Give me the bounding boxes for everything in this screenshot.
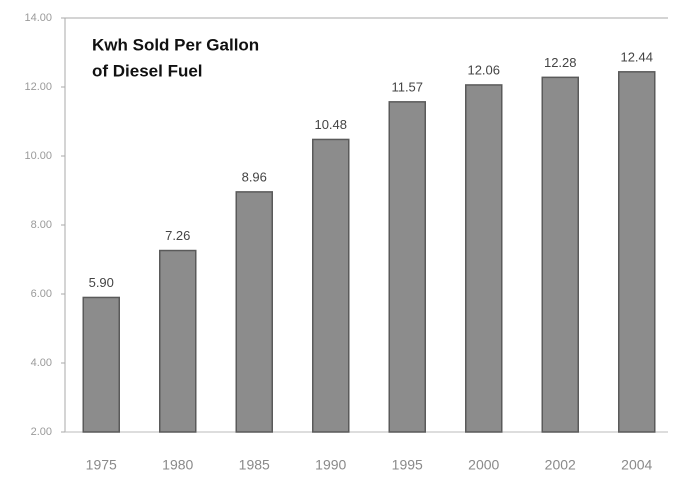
chart-title: of Diesel Fuel [92,61,203,80]
bar [159,249,197,433]
value-label: 12.06 [467,62,500,77]
x-tick-label: 2002 [545,457,576,473]
value-label: 12.28 [544,55,577,70]
bar [312,138,350,433]
x-tick-label: 1975 [86,457,117,473]
x-tick-label: 1990 [315,457,346,473]
bar [541,76,579,433]
x-tick-label: 2004 [621,457,652,473]
value-label: 5.90 [89,275,114,290]
y-tick-label: 6.00 [31,288,52,300]
bar [388,101,426,433]
value-label: 8.96 [242,169,267,184]
y-tick-label: 4.00 [31,357,52,369]
bar [465,84,503,433]
bar [235,191,273,433]
value-label: 11.57 [391,79,423,94]
bar [82,296,120,433]
x-tick-label: 1995 [392,457,423,473]
x-tick-label: 1980 [162,457,193,473]
value-label: 12.44 [620,49,653,64]
x-tick-label: 2000 [468,457,499,473]
chart-title: Kwh Sold Per Gallon [92,35,259,54]
value-label: 7.26 [165,228,190,243]
y-tick-label: 2.00 [31,426,52,438]
y-tick-label: 12.00 [24,81,52,93]
bar [618,71,656,433]
x-tick-label: 1985 [239,457,270,473]
y-tick-label: 14.00 [24,12,52,24]
y-tick-label: 8.00 [31,219,52,231]
value-label: 10.48 [314,117,347,132]
y-tick-label: 10.00 [24,150,52,162]
